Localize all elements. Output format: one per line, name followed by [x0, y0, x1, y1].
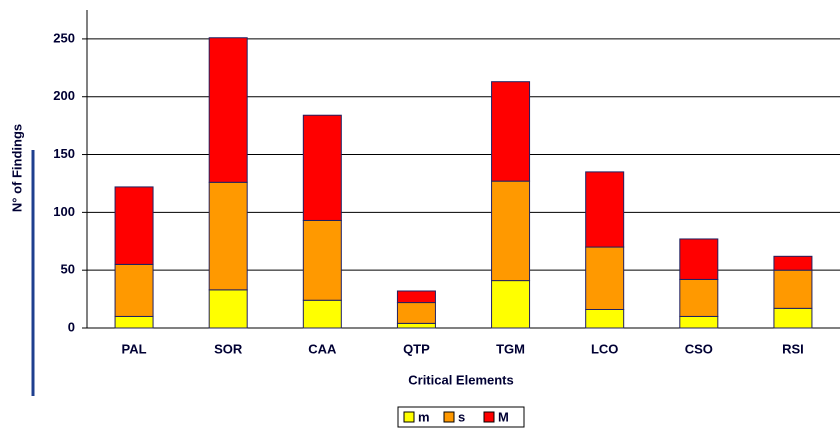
- bar-segment: [773, 255, 813, 271]
- bar-segment: [679, 278, 719, 317]
- bar-segment: [302, 299, 342, 329]
- bar-segment: [302, 219, 342, 301]
- x-tick-label: CSO: [685, 341, 713, 356]
- y-tick-label: 0: [68, 319, 75, 334]
- bar-segment: [396, 322, 436, 329]
- bar-segment: [585, 308, 625, 329]
- y-tick-label: 250: [53, 30, 75, 45]
- y-tick-label: 200: [53, 88, 75, 103]
- bar-segment: [773, 269, 813, 309]
- x-tick-label: LCO: [591, 341, 618, 356]
- x-tick-label: RSI: [782, 341, 804, 356]
- x-axis-label: Critical Elements: [408, 372, 514, 387]
- bar-segment: [491, 180, 531, 282]
- x-tick-label: CAA: [308, 341, 337, 356]
- y-tick-label: 150: [53, 146, 75, 161]
- y-tick-label: 100: [53, 204, 75, 219]
- bar-segment: [773, 307, 813, 329]
- legend-label: m: [418, 409, 430, 424]
- bar-segment: [585, 246, 625, 310]
- x-tick-label: PAL: [122, 341, 147, 356]
- x-tick-label: SOR: [214, 341, 243, 356]
- bar-segment: [208, 289, 248, 329]
- bar-segment: [208, 37, 248, 183]
- bar-segment: [491, 280, 531, 329]
- bar-segment: [302, 114, 342, 221]
- legend-swatch: [443, 411, 455, 423]
- legend-swatch: [403, 411, 415, 423]
- y-tick-label: 50: [61, 262, 75, 277]
- bar-segment: [679, 238, 719, 280]
- bar-segment: [396, 302, 436, 324]
- legend-label: M: [498, 409, 509, 424]
- legend-label: s: [458, 409, 465, 424]
- bar-segment: [679, 315, 719, 329]
- bar-segment: [208, 181, 248, 291]
- y-axis-label: N° of Findings: [9, 124, 24, 212]
- x-tick-label: TGM: [496, 341, 525, 356]
- bar-segment: [114, 186, 154, 265]
- x-tick-label: QTP: [403, 341, 430, 356]
- bar-segment: [114, 263, 154, 317]
- legend-swatch: [483, 411, 495, 423]
- bar-segment: [114, 315, 154, 329]
- bar-segment: [585, 171, 625, 248]
- bar-segment: [396, 290, 436, 304]
- bar-segment: [491, 81, 531, 182]
